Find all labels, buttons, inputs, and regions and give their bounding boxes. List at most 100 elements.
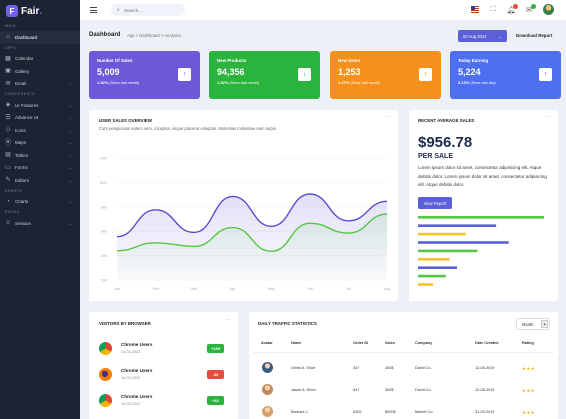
download-report-link[interactable]: Download Report — [516, 33, 553, 38]
table-column-header[interactable]: Name — [291, 341, 302, 345]
table-cell-date: 12-08-2019 — [475, 366, 495, 370]
rating-stars: ★★★ — [522, 387, 536, 393]
language-flag-icon[interactable] — [471, 6, 479, 14]
sidebar-item-editors[interactable]: ✎ Editors ⌄ — [0, 174, 80, 187]
messages-icon[interactable]: ✉ — [525, 3, 536, 14]
y-tick-label: 800 — [101, 205, 107, 209]
brand-dot: . — [39, 5, 43, 17]
hamburger-menu-icon[interactable] — [90, 6, 97, 15]
table-cell-sales: 300$ — [385, 366, 394, 370]
arrow-up-icon[interactable]: ↑ — [539, 68, 552, 81]
chevron-down-icon: ⌄ — [68, 115, 72, 121]
sidebar-item-session[interactable]: ☺ Session ⌄ — [0, 217, 80, 230]
avatar[interactable] — [543, 4, 554, 15]
chrome-logo-icon — [99, 342, 112, 355]
more-options-icon[interactable]: ⋯ — [545, 114, 550, 120]
average-sales-bar — [418, 258, 450, 261]
table-column-header[interactable]: Company — [415, 341, 433, 345]
sidebar-section-label: APPS — [5, 45, 17, 50]
table-cell-name: Genis A. Short — [291, 366, 316, 370]
series-line-1 — [116, 193, 388, 238]
month-filter-value: Month — [522, 321, 534, 327]
table-cell-name: Barbara J. — [291, 410, 309, 414]
view-report-button[interactable]: View Report — [418, 197, 452, 209]
sidebar-item-charts[interactable]: ◔ Charts ⌄ — [0, 196, 80, 209]
users-icon: ☺ — [4, 220, 12, 227]
arrow-down-icon[interactable]: ↓ — [298, 68, 311, 81]
average-sales-bars — [418, 216, 544, 286]
stat-title: Today Earning — [458, 58, 489, 63]
table-cell-company: David Co. — [415, 366, 432, 370]
home-icon: ⌂ — [6, 34, 10, 41]
sidebar-section-label: MAIN — [5, 24, 16, 28]
date-picker-button[interactable]: 02 Aug 2021 ⌄ — [458, 30, 507, 42]
chevron-down-icon: ⌄ — [68, 127, 72, 133]
visitors-title: VISITORS BY BROWSER — [99, 321, 151, 326]
sidebar-item-advance-ui[interactable]: ☰ Advance UI ⌄ — [0, 112, 80, 125]
sidebar-item-label: Gallery — [15, 68, 30, 74]
average-sales-bar — [418, 232, 466, 236]
more-options-icon[interactable]: ⋯ — [385, 114, 390, 120]
visitor-count-badge: +155 — [207, 344, 224, 353]
stat-percent: 1.92% — [217, 80, 229, 85]
x-tick-label: Jan — [114, 287, 120, 291]
x-tick-label: Aug — [384, 287, 390, 291]
calendar-icon: ▦ — [5, 55, 11, 62]
series-area-2 — [117, 214, 387, 280]
sidebar-item-dashboard[interactable]: ⌂ Dashboard — [0, 31, 80, 44]
chevron-down-icon: ⌄ — [68, 199, 72, 205]
stat-card: Number Of Sales 5,009 1.92% (Since last mo… — [89, 51, 200, 99]
sidebar-item-calendar[interactable]: ▦ Calendar — [0, 53, 80, 66]
list-item[interactable]: Chrome Users 14-03-2021 +155 — [99, 340, 225, 362]
arrow-up-icon[interactable]: ↑ — [419, 68, 432, 81]
sidebar: F Fair. MAIN ⌂ Dashboard APPS ▦ Calendar ▣ Gall… — [0, 0, 80, 419]
sidebar-item-ui-features[interactable]: ◈ UI Features ⌄ — [0, 99, 80, 112]
user-sales-chart: 1200 1000 800 600 400 200 Jan Feb Mar Apr May Jun Ju… — [99, 157, 390, 292]
fullscreen-icon[interactable]: ⛶ — [490, 5, 496, 13]
page-title: Dashboard — [89, 32, 121, 38]
list-item[interactable]: Chrome Users 14-03-2021 +32 — [99, 392, 225, 414]
average-sales-bar — [418, 249, 478, 253]
sidebar-menu: MAIN ⌂ Dashboard APPS ▦ Calendar ▣ Gallery ✉ Emai… — [0, 22, 80, 230]
month-filter-select[interactable]: Month ▴ — [516, 318, 550, 330]
sidebar-item-label: Editors — [15, 177, 30, 183]
sliders-icon: ☰ — [5, 114, 11, 121]
brand-logo[interactable]: F Fair. — [0, 0, 80, 22]
stat-percent: 1.27% — [338, 80, 350, 85]
sidebar-item-label: Charts — [15, 199, 29, 205]
user-sales-subtitle: Cum perspiciatis autem vero, inceptos, i… — [99, 126, 278, 131]
sidebar-item-email[interactable]: ✉ Email ⌄ — [0, 78, 80, 91]
table-column-header[interactable]: Avatar — [261, 341, 273, 345]
sidebar-item-gallery[interactable]: ▣ Gallery — [0, 65, 80, 78]
table-column-header[interactable]: Rating — [522, 341, 534, 345]
stat-note: (Since last day) — [470, 81, 496, 85]
more-options-icon[interactable]: ⋯ — [225, 317, 230, 323]
sidebar-item-maps[interactable]: ⦿ Maps ⌄ — [0, 137, 80, 150]
image-icon: ▣ — [5, 68, 11, 75]
list-item[interactable]: Chrome Users 14-03-2021 -54 — [99, 366, 225, 388]
sidebar-item-label: Email — [15, 81, 27, 87]
sidebar-item-label: UI Features — [15, 102, 39, 108]
table-column-header[interactable]: Sales — [385, 341, 395, 345]
traffic-title: DAILY TRAFFIC STATISTICS — [258, 321, 317, 326]
sidebar-item-icons[interactable]: ◇ Icons ⌄ — [0, 124, 80, 137]
visitor-date: 14-03-2021 — [121, 350, 141, 354]
x-tick-label: May — [268, 287, 275, 291]
table-column-header[interactable]: Order ID — [353, 341, 369, 345]
visitor-name: Chrome Users — [121, 342, 153, 347]
arrow-up-icon[interactable]: ↑ — [178, 68, 191, 81]
sidebar-item-forms[interactable]: ▭ Forms ⌄ — [0, 162, 80, 175]
layers-icon: ◈ — [5, 102, 11, 109]
avatar — [262, 406, 273, 417]
notification-bell-icon[interactable]: 🔔︎ — [507, 3, 518, 14]
stat-note: (Since last month) — [229, 81, 260, 85]
table-column-header[interactable]: Date Created — [475, 341, 499, 345]
visitor-date: 14-03-2021 — [121, 402, 141, 406]
search-input[interactable] — [123, 7, 174, 13]
search-box[interactable]: ⌕ — [111, 4, 185, 16]
stat-value: 5,224 — [458, 67, 481, 77]
avatar — [262, 362, 273, 373]
stat-change: 1.27% (Since last month) — [338, 80, 433, 85]
stat-percent: 1.92% — [97, 80, 109, 85]
sidebar-item-tables[interactable]: ▤ Tables ⌄ — [0, 149, 80, 162]
